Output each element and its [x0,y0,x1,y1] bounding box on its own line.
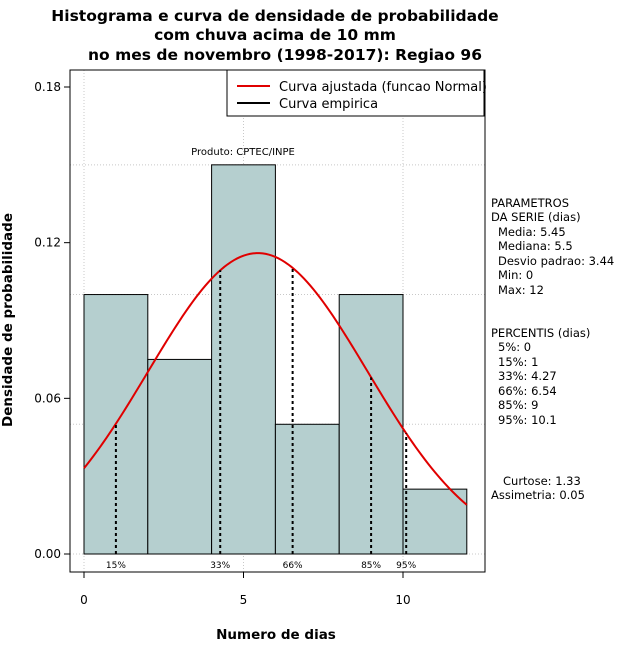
pct-66: 66%: 6.54 [498,384,557,398]
percentile-marker-label-3: 85% [361,561,381,571]
histogram-bar-2 [211,164,276,555]
histogram-bar-1 [147,358,213,555]
param-header-2: DA SERIE (dias) [491,210,581,224]
percentile-markers: 15% 33% 66% 85% 95% [106,267,417,571]
histogram-bar-3 [274,423,340,555]
kurtosis: Curtose: 1.33 [503,474,581,488]
curves [83,252,468,506]
x-tick-label-0: 0 [80,593,88,607]
x-tick-label-1: 5 [240,593,248,607]
y-tick-label-0: 0.00 [34,547,61,561]
param-header-1: PARAMETROS [491,196,569,210]
y-axis-title: Densidade de probabilidade [0,213,16,427]
pct-85: 85%: 9 [498,398,538,412]
y-tick-label-3: 0.18 [34,80,61,94]
y-tick-label-2: 0.12 [34,236,61,250]
pct-header: PERCENTIS (dias) [491,326,590,340]
legend: Curva ajustada (funcao Normal) Curva emp… [226,69,487,117]
x-axis-title: Numero de dias [216,627,336,643]
y-tick-label-1: 0.06 [34,391,61,405]
param-mean: Media: 5.45 [498,225,566,239]
skewness: Assimetria: 0.05 [491,488,585,502]
param-min: Min: 0 [498,268,533,282]
chart-title-line-3: no mes de novembro (1998-2017): Regiao 9… [88,46,482,64]
percentile-marker-label-0: 15% [106,561,126,571]
param-sd: Desvio padrao: 3.44 [498,254,614,268]
pct-33: 33%: 4.27 [498,369,557,383]
x-tick-label-2: 10 [395,593,410,607]
pct-95: 95%: 10.1 [498,413,557,427]
histogram-bars [83,164,468,555]
param-median: Mediana: 5.5 [498,239,573,253]
param-max: Max: 12 [498,283,544,297]
percentile-marker-label-2: 66% [283,561,303,571]
legend-empirical-label: Curva empirica [279,97,378,112]
histogram-bar-5 [402,488,468,555]
legend-fitted-label: Curva ajustada (funcao Normal) [279,80,487,95]
fitted-normal-curve [83,252,468,506]
stats-panel: PARAMETROS DA SERIE (dias) Media: 5.45 M… [491,196,614,502]
pct-15: 15%: 1 [498,355,538,369]
chart-title-line-2: com chuva acima de 10 mm [154,26,396,44]
legend-box [226,69,485,117]
percentile-marker-label-1: 33% [210,561,230,571]
chart-title-line-1: Histograma e curva de densidade de proba… [51,7,498,25]
product-annotation: Produto: CPTEC/INPE [191,147,295,158]
pct-5: 5%: 0 [498,340,531,354]
percentile-marker-label-4: 95% [396,561,416,571]
